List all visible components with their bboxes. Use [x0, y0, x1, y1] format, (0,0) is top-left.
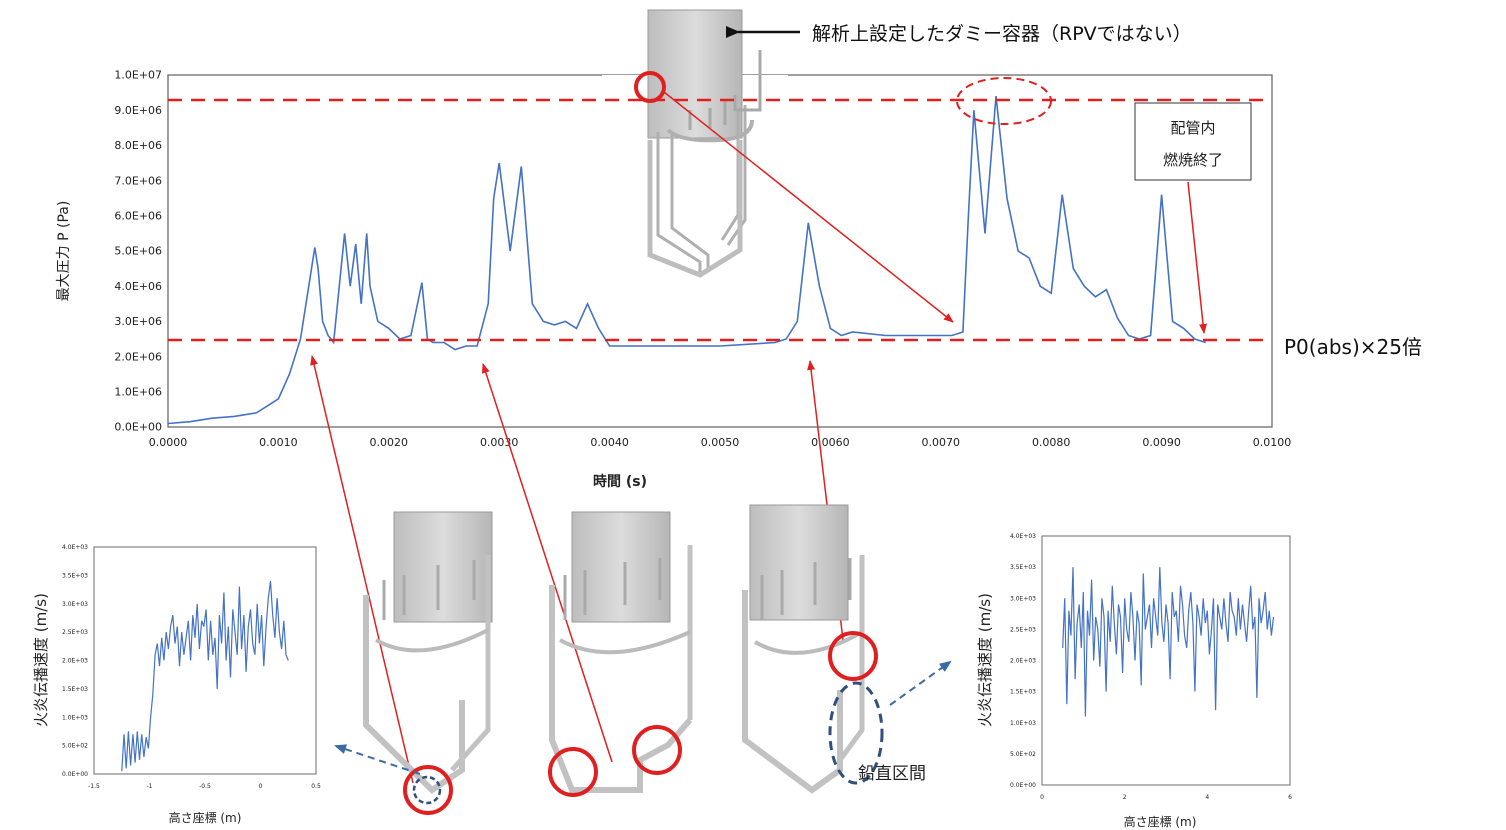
x-tick-label: -1.5	[88, 783, 100, 790]
y-tick-label: 1.0E+03	[62, 714, 88, 721]
x-tick-label: -0.5	[199, 783, 211, 790]
x-tick-label: 4	[1205, 794, 1209, 801]
y-tick-label: 2.5E+03	[1010, 626, 1036, 633]
combustion-end-arrow	[1187, 181, 1208, 334]
y-tick-label: 0.0E+00	[114, 421, 162, 434]
x-tick-label: 6	[1288, 794, 1292, 801]
y-tick-label: 4.0E+03	[62, 544, 88, 551]
y-tick-label: 9.0E+06	[114, 104, 162, 117]
series-line-right-flame-speed	[1062, 567, 1275, 717]
peak-highlight-ellipse	[956, 77, 1052, 125]
right-x-axis-label: 高さ座標 (m)	[1124, 814, 1197, 829]
p0-multiplier-label: P0(abs)×25倍	[1284, 335, 1422, 359]
left-x-tick-labels: -1.5 -1 -0.5 0 0.5	[88, 783, 321, 790]
y-tick-label: 4.0E+03	[1010, 533, 1036, 540]
left-y-axis-label: 火炎伝播速度 (m/s)	[32, 593, 50, 727]
vertical-section-label: 鉛直区間	[858, 764, 926, 784]
y-tick-label: 3.0E+03	[1010, 595, 1036, 602]
series-line-left-flame-speed	[121, 580, 289, 772]
vessel-illustration-bottom-2	[548, 511, 693, 797]
y-tick-label: 2.5E+03	[62, 629, 88, 636]
left-plot-frame	[93, 546, 317, 775]
y-tick-label: 5.0E+02	[1010, 751, 1036, 758]
y-tick-label: 2.0E+06	[114, 350, 162, 363]
x-tick-label: 0.0010	[259, 436, 298, 449]
dummy-vessel-label: 解析上設定したダミー容器（RPVではない）	[812, 23, 1192, 45]
ignition-point-circle-top	[634, 71, 666, 103]
x-axis-label: 時間 (s)	[593, 473, 647, 490]
left-y-tick-labels: 0.0E+00 5.0E+02 1.0E+03 1.5E+03 2.0E+03 2.5E+…	[62, 544, 88, 778]
x-tick-label: 0.0020	[370, 436, 409, 449]
y-tick-label: 1.0E+07	[114, 69, 162, 82]
x-tick-label: 0.0030	[480, 436, 519, 449]
y-tick-label: 5.0E+06	[114, 245, 162, 258]
x-tick-label: 0.0080	[1032, 436, 1071, 449]
y-tick-label: 2.0E+03	[62, 658, 88, 665]
y-tick-label: 1.5E+03	[62, 686, 88, 693]
arrow-top-to-peak	[663, 91, 954, 323]
combustion-end-box	[1134, 102, 1252, 181]
y-tick-label: 3.0E+06	[114, 315, 162, 328]
right-y-tick-labels: 0.0E+00 5.0E+02 1.0E+03 1.5E+03 2.0E+03 2.5E+…	[1010, 533, 1036, 789]
x-tick-label: 0	[259, 783, 263, 790]
vessel-illustration-bottom-1	[334, 511, 493, 815]
right-plot-frame	[1041, 535, 1291, 786]
x-tick-label: 0.0090	[1142, 436, 1181, 449]
main-y-tick-labels: 0.0E+00 1.0E+06 2.0E+06 3.0E+06 4.0E+06 5.0E+…	[114, 69, 162, 434]
x-tick-label: 0.0100	[1253, 436, 1292, 449]
y-tick-label: 6.0E+06	[114, 209, 162, 222]
x-tick-label: 0.0000	[149, 436, 188, 449]
x-tick-label: -1	[147, 783, 153, 790]
y-tick-label: 3.5E+03	[1010, 564, 1036, 571]
y-tick-label: 1.5E+03	[1010, 689, 1036, 696]
y-axis-label: 最大圧力 P (Pa)	[56, 201, 72, 302]
vessel-illustration-bottom-3: 鉛直区間	[742, 504, 952, 794]
y-tick-label: 0.0E+00	[1010, 782, 1036, 789]
combustion-end-label-line1: 配管内	[1170, 119, 1215, 137]
x-tick-label: 0	[1040, 794, 1044, 801]
y-tick-label: 2.0E+03	[1010, 658, 1036, 665]
y-tick-label: 8.0E+06	[114, 139, 162, 152]
combustion-end-label-line2: 燃焼終了	[1163, 151, 1223, 169]
series-line-max-pressure	[167, 96, 1207, 425]
y-tick-label: 0.0E+00	[62, 771, 88, 778]
y-tick-label: 1.0E+06	[114, 385, 162, 398]
y-tick-label: 1.0E+03	[1010, 720, 1036, 727]
main-x-tick-labels: 0.0000 0.0010 0.0020 0.0030 0.0040 0.0050 0.00…	[149, 436, 1292, 449]
x-tick-label: 0.0070	[922, 436, 961, 449]
x-tick-label: 2	[1123, 794, 1127, 801]
y-tick-label: 4.0E+06	[114, 280, 162, 293]
x-tick-label: 0.5	[311, 783, 321, 790]
left-x-axis-label: 高さ座標 (m)	[169, 810, 242, 825]
right-x-tick-labels: 0 2 4 6	[1040, 794, 1292, 801]
y-tick-label: 7.0E+06	[114, 174, 162, 187]
flame-speed-chart-left: 0.0E+00 5.0E+02 1.0E+03 1.5E+03 2.0E+03 2.5E+…	[32, 544, 321, 825]
arrow-bottom2-to-chart	[481, 363, 613, 763]
right-y-axis-label: 火炎伝播速度 (m/s)	[976, 593, 994, 727]
x-tick-label: 0.0040	[590, 436, 629, 449]
y-tick-label: 3.5E+03	[62, 572, 88, 579]
x-tick-label: 0.0060	[811, 436, 850, 449]
y-tick-label: 3.0E+03	[62, 601, 88, 608]
y-tick-label: 5.0E+02	[62, 743, 88, 750]
x-tick-label: 0.0050	[701, 436, 740, 449]
arrow-bottom1-to-chart	[310, 355, 414, 784]
flame-speed-chart-right: 0.0E+00 5.0E+02 1.0E+03 1.5E+03 2.0E+03 2.5E+…	[976, 533, 1292, 829]
